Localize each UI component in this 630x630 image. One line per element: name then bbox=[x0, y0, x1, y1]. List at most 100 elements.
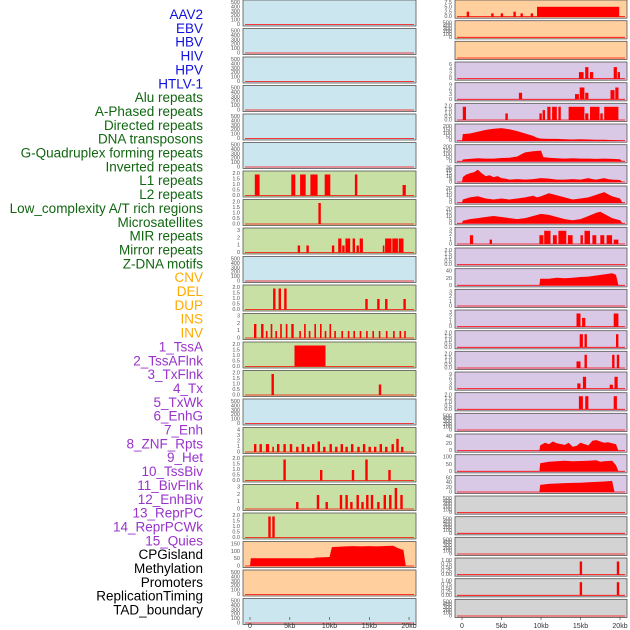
y-tick-label: 500 bbox=[443, 517, 452, 523]
y-tick-label: 0.0 bbox=[232, 222, 240, 228]
track-label: 13_ReprPC bbox=[132, 506, 203, 521]
data-bar bbox=[324, 174, 331, 196]
data-bar bbox=[552, 106, 557, 120]
track-label: Alu repeats bbox=[135, 90, 204, 105]
track-label: ReplicationTiming bbox=[96, 589, 203, 604]
y-tick-label: 2 bbox=[237, 321, 240, 327]
data-bar bbox=[372, 331, 374, 338]
y-tick-label: 20 bbox=[446, 485, 452, 491]
y-tick-label: 500 bbox=[443, 599, 452, 605]
y-tick-label: 300 bbox=[231, 66, 240, 72]
y-tick-label: 1.5 bbox=[444, 107, 452, 113]
x-tick-label: 5kb bbox=[284, 623, 295, 630]
y-tick-label: 500 bbox=[231, 86, 240, 92]
data-bar bbox=[392, 238, 398, 253]
panel-background bbox=[454, 578, 628, 598]
panel-background bbox=[454, 20, 628, 40]
data-bar bbox=[604, 106, 619, 120]
y-tick-label: 0.0 bbox=[444, 14, 452, 20]
data-bar bbox=[275, 331, 277, 338]
data-bar bbox=[585, 92, 589, 100]
track-label: HTLV-1 bbox=[158, 76, 203, 91]
data-bar bbox=[613, 313, 619, 327]
y-tick-label: 400 bbox=[443, 520, 452, 526]
y-tick-label: 100 bbox=[443, 528, 452, 534]
y-tick-label: 0 bbox=[449, 159, 452, 165]
y-tick-label: 500 bbox=[443, 413, 452, 419]
data-bar bbox=[362, 444, 366, 452]
y-tick-label: 200 bbox=[443, 422, 452, 428]
data-bar bbox=[361, 502, 364, 509]
y-tick-label: 0.5 bbox=[232, 302, 240, 308]
y-tick-label: 100 bbox=[443, 507, 452, 513]
panel-background bbox=[242, 512, 417, 540]
panel-background bbox=[454, 412, 628, 432]
y-tick-label: 100 bbox=[231, 160, 240, 166]
data-bar bbox=[616, 354, 620, 368]
data-bar bbox=[388, 470, 391, 481]
y-tick-label: 0.0 bbox=[232, 307, 240, 313]
track-label: Inverted repeats bbox=[105, 159, 203, 174]
data-bar bbox=[304, 324, 306, 338]
data-bar bbox=[552, 235, 557, 244]
data-bar bbox=[354, 174, 358, 196]
data-bar bbox=[318, 203, 321, 224]
left-panel: 321 0 bbox=[237, 484, 417, 513]
y-tick-label: 4 bbox=[449, 67, 452, 73]
y-tick-label: 6 bbox=[449, 87, 452, 93]
y-tick-label: 2.0 bbox=[232, 371, 240, 377]
right-panel bbox=[454, 40, 628, 60]
y-tick-label: 2.0 bbox=[232, 513, 240, 519]
panel-background bbox=[454, 598, 628, 618]
y-tick-label: 400 bbox=[231, 603, 240, 609]
track-label: Directed repeats bbox=[104, 118, 203, 133]
data-bar bbox=[351, 444, 354, 452]
y-tick-label: 500 bbox=[231, 29, 240, 35]
y-tick-label: 2.0 bbox=[444, 393, 452, 399]
y-tick-label: 0 bbox=[237, 51, 240, 57]
data-bar bbox=[314, 324, 316, 338]
y-tick-label: 500 bbox=[231, 0, 240, 6]
y-tick-label: 0.0 bbox=[444, 262, 452, 268]
left-panel: 2.01.51.00.50.0 bbox=[232, 170, 417, 199]
right-panel: 2.01.51.00.50.0 bbox=[444, 330, 628, 351]
track-label: HBV bbox=[175, 35, 203, 50]
data-bar bbox=[403, 299, 406, 310]
panel-background bbox=[454, 330, 628, 350]
track-label: 5_TxWk bbox=[153, 395, 203, 410]
left-panel: 2.01.51.00.50.0 bbox=[232, 455, 417, 484]
data-bar bbox=[398, 238, 404, 253]
track-label: Methylation bbox=[134, 561, 203, 576]
panel-background bbox=[242, 199, 417, 226]
y-tick-label: 200 bbox=[231, 412, 240, 418]
y-tick-label: 100 bbox=[443, 152, 452, 158]
data-bar bbox=[335, 446, 338, 453]
y-tick-label: 0.00 bbox=[441, 593, 452, 599]
y-tick-label: 400 bbox=[231, 33, 240, 39]
data-bar bbox=[402, 185, 406, 196]
y-tick-label: 0 bbox=[449, 304, 452, 310]
data-bar bbox=[385, 331, 388, 338]
data-bar bbox=[308, 331, 311, 338]
panel-background bbox=[242, 398, 417, 426]
data-bar bbox=[579, 334, 583, 348]
y-tick-label: 1.5 bbox=[444, 252, 452, 258]
panel-background bbox=[242, 569, 417, 597]
data-bar bbox=[567, 235, 573, 244]
data-bar bbox=[285, 324, 288, 338]
data-bar bbox=[317, 441, 320, 452]
data-bar bbox=[368, 446, 371, 453]
data-bar bbox=[374, 446, 377, 453]
y-tick-label: 200 bbox=[443, 124, 452, 130]
data-bar bbox=[614, 376, 618, 389]
y-tick-label: 300 bbox=[443, 502, 452, 508]
data-bar bbox=[542, 110, 545, 120]
y-tick-label: 200 bbox=[231, 99, 240, 105]
data-bar bbox=[582, 317, 586, 327]
data-bar bbox=[325, 502, 328, 509]
